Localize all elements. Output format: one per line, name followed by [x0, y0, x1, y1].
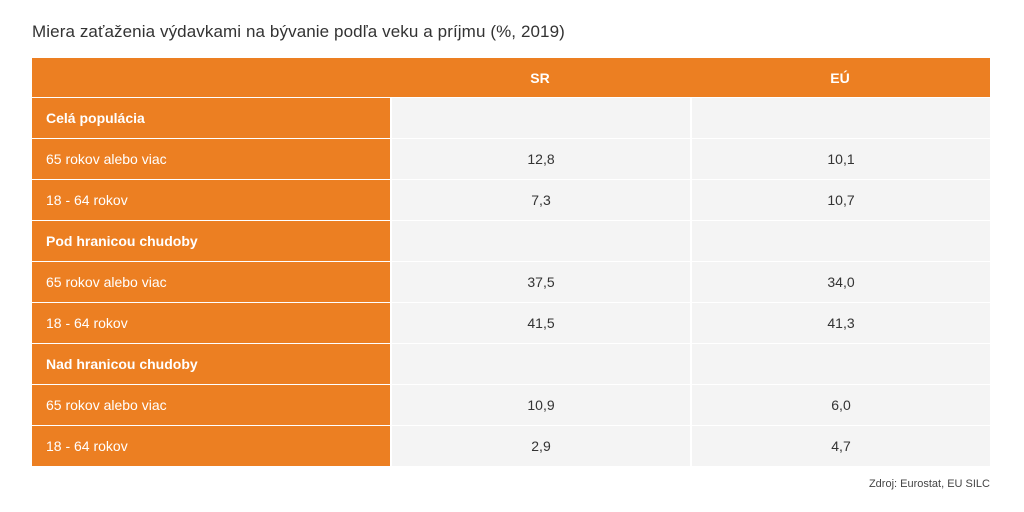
cell-sr-value: 37,5: [390, 262, 690, 303]
table-group-row: Celá populácia: [32, 98, 990, 139]
table-group-row: Nad hranicou chudoby: [32, 344, 990, 385]
table-row: 65 rokov alebo viac 12,8 10,1: [32, 139, 990, 180]
row-label: 18 - 64 rokov: [32, 426, 390, 467]
cell-sr-value: 7,3: [390, 180, 690, 221]
cell-eu-value: 34,0: [690, 262, 990, 303]
header-eu: EÚ: [690, 58, 990, 98]
table-header-row: SR EÚ: [32, 58, 990, 98]
table-group-row: Pod hranicou chudoby: [32, 221, 990, 262]
header-sr: SR: [390, 58, 690, 98]
cell-sr-value: [390, 221, 690, 262]
table-row: 65 rokov alebo viac 10,9 6,0: [32, 385, 990, 426]
cell-eu-value: [690, 344, 990, 385]
cell-sr-value: 12,8: [390, 139, 690, 180]
row-label: 18 - 64 rokov: [32, 180, 390, 221]
data-table: SR EÚ Celá populácia 65 rokov alebo viac 1…: [32, 58, 990, 467]
cell-sr-value: 2,9: [390, 426, 690, 467]
group-label: Nad hranicou chudoby: [32, 344, 390, 385]
cell-sr-value: 41,5: [390, 303, 690, 344]
table-row: 65 rokov alebo viac 37,5 34,0: [32, 262, 990, 303]
row-label: 65 rokov alebo viac: [32, 262, 390, 303]
cell-eu-value: 10,1: [690, 139, 990, 180]
cell-sr-value: [390, 98, 690, 139]
cell-sr-value: 10,9: [390, 385, 690, 426]
cell-eu-value: 10,7: [690, 180, 990, 221]
row-label: 65 rokov alebo viac: [32, 139, 390, 180]
cell-eu-value: 4,7: [690, 426, 990, 467]
row-label: 18 - 64 rokov: [32, 303, 390, 344]
cell-eu-value: [690, 221, 990, 262]
source-note: Zdroj: Eurostat, EU SILC: [868, 478, 990, 490]
cell-eu-value: 6,0: [690, 385, 990, 426]
cell-sr-value: [390, 344, 690, 385]
cell-eu-value: 41,3: [690, 303, 990, 344]
cell-eu-value: [690, 98, 990, 139]
table-row: 18 - 64 rokov 2,9 4,7: [32, 426, 990, 467]
group-label: Pod hranicou chudoby: [32, 221, 390, 262]
group-label: Celá populácia: [32, 98, 390, 139]
chart-title: Miera zaťaženia výdavkami na bývanie pod…: [32, 22, 565, 41]
row-label: 65 rokov alebo viac: [32, 385, 390, 426]
table-row: 18 - 64 rokov 41,5 41,3: [32, 303, 990, 344]
table-row: 18 - 64 rokov 7,3 10,7: [32, 180, 990, 221]
header-label-cell: [32, 58, 390, 98]
